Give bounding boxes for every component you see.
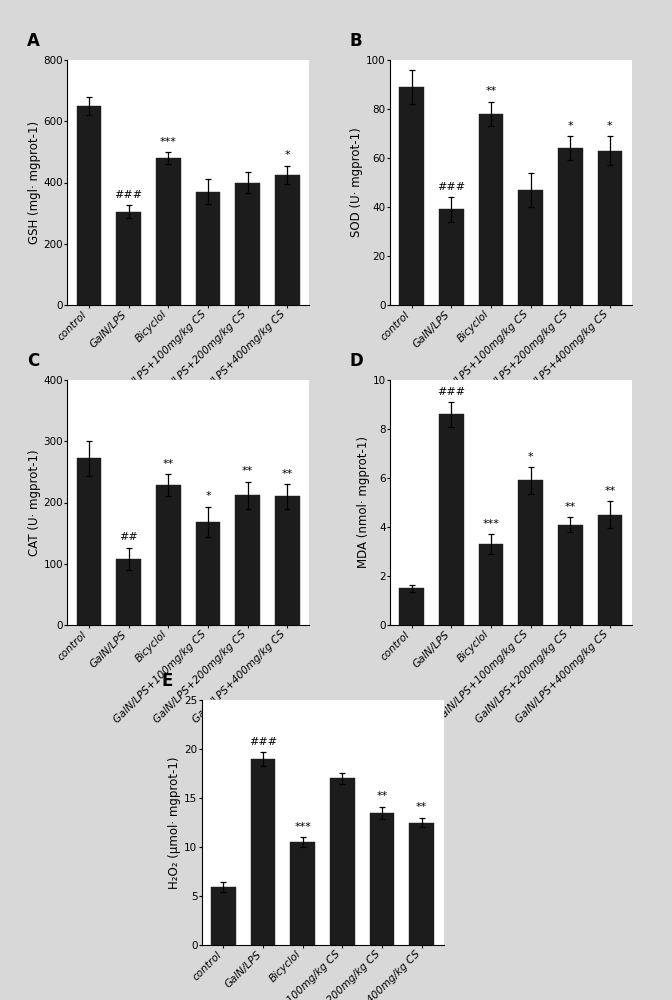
Bar: [370, 813, 394, 945]
Bar: [597, 151, 622, 305]
Text: *: *: [528, 452, 534, 462]
Text: ###: ###: [437, 387, 465, 397]
Bar: [156, 485, 181, 625]
Text: **: **: [282, 469, 293, 479]
Text: **: **: [242, 466, 253, 476]
Y-axis label: H₂O₂ (μmol· mgprot-1): H₂O₂ (μmol· mgprot-1): [169, 756, 181, 889]
Bar: [235, 495, 260, 625]
Bar: [399, 588, 424, 625]
Bar: [518, 190, 543, 305]
Text: A: A: [27, 32, 40, 50]
Y-axis label: GSH (mgl· mgprot-1): GSH (mgl· mgprot-1): [28, 121, 40, 244]
Text: **: **: [604, 486, 616, 496]
Text: ###: ###: [249, 737, 277, 747]
Bar: [409, 822, 434, 945]
Text: *: *: [567, 121, 573, 131]
Bar: [558, 148, 583, 305]
Y-axis label: CAT (U· mgprot-1): CAT (U· mgprot-1): [28, 449, 40, 556]
Bar: [275, 175, 300, 305]
Text: B: B: [349, 32, 362, 50]
Bar: [235, 182, 260, 305]
Text: ***: ***: [482, 519, 499, 529]
Bar: [196, 192, 220, 305]
Bar: [77, 106, 101, 305]
Bar: [275, 496, 300, 625]
Text: *: *: [284, 150, 290, 160]
Bar: [156, 158, 181, 305]
Text: D: D: [349, 352, 363, 370]
Y-axis label: SOD (U· mgprot-1): SOD (U· mgprot-1): [350, 128, 363, 237]
Text: C: C: [27, 352, 39, 370]
Text: *: *: [607, 121, 613, 131]
Bar: [439, 209, 464, 305]
Bar: [211, 887, 236, 945]
Bar: [290, 842, 315, 945]
Y-axis label: MDA (nmol· mgprot-1): MDA (nmol· mgprot-1): [357, 436, 370, 568]
Bar: [558, 525, 583, 625]
Bar: [251, 759, 276, 945]
Bar: [518, 480, 543, 625]
Bar: [439, 414, 464, 625]
Bar: [116, 212, 141, 305]
Text: **: **: [485, 86, 497, 96]
Bar: [116, 559, 141, 625]
Text: *: *: [205, 491, 211, 501]
Text: ##: ##: [120, 532, 138, 542]
Bar: [77, 458, 101, 625]
Text: **: **: [376, 791, 388, 801]
Text: ***: ***: [160, 137, 177, 147]
Bar: [196, 522, 220, 625]
Bar: [478, 544, 503, 625]
Bar: [597, 515, 622, 625]
Text: ***: ***: [294, 822, 311, 832]
Text: **: **: [564, 502, 576, 512]
Bar: [330, 778, 355, 945]
Text: ###: ###: [437, 182, 465, 192]
Text: ###: ###: [115, 190, 142, 200]
Text: E: E: [161, 672, 173, 690]
Text: **: **: [416, 802, 427, 812]
Bar: [478, 114, 503, 305]
Bar: [399, 87, 424, 305]
Text: **: **: [163, 459, 174, 469]
